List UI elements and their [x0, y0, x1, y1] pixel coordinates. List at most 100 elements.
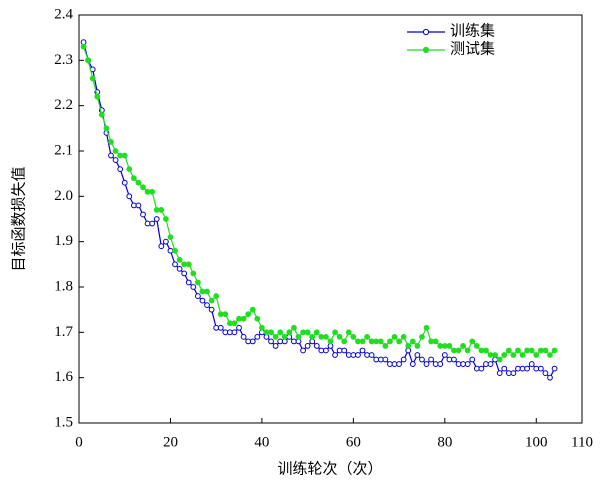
data-point — [126, 193, 133, 200]
y-tick-label: 2.0 — [54, 188, 73, 204]
data-point — [194, 293, 201, 299]
data-point — [217, 324, 224, 331]
data-point — [167, 234, 174, 241]
data-point — [204, 302, 210, 309]
data-point — [89, 75, 96, 82]
data-point — [350, 333, 357, 340]
data-point — [240, 315, 247, 322]
data-point — [199, 297, 206, 304]
data-point — [149, 220, 156, 227]
data-point — [414, 343, 421, 349]
y-tick-label: 2.4 — [54, 6, 73, 22]
data-point — [437, 361, 444, 367]
data-point — [259, 324, 265, 331]
data-point — [409, 361, 416, 367]
x-tick-label: 100 — [525, 434, 548, 450]
data-point — [98, 111, 105, 118]
data-point — [158, 243, 165, 250]
data-point — [382, 356, 389, 363]
data-point — [519, 352, 526, 358]
data-point — [181, 270, 188, 277]
data-point — [249, 306, 256, 313]
data-point — [492, 352, 499, 358]
data-point — [327, 338, 334, 345]
data-point — [304, 329, 311, 336]
legend-label: 测试集 — [450, 40, 495, 57]
data-point — [400, 333, 407, 340]
data-point — [176, 256, 183, 263]
data-point — [245, 311, 252, 318]
data-point — [355, 352, 361, 358]
data-point — [528, 347, 535, 354]
data-point — [341, 347, 348, 354]
data-point — [510, 370, 517, 377]
data-point — [515, 347, 521, 354]
data-point — [135, 202, 142, 209]
data-point — [537, 365, 544, 372]
data-point — [528, 361, 535, 367]
data-point — [172, 247, 178, 254]
data-point — [501, 352, 508, 358]
data-point — [391, 333, 398, 340]
x-tick-label: 20 — [163, 434, 178, 450]
data-point — [313, 343, 320, 349]
data-point — [190, 284, 197, 290]
data-point — [194, 279, 201, 286]
data-point — [400, 356, 407, 363]
x-tick-label: 60 — [346, 434, 361, 450]
data-point — [455, 347, 462, 354]
data-point — [222, 311, 229, 318]
y-tick-label: 1.9 — [54, 233, 73, 249]
data-point — [432, 338, 439, 345]
data-point — [359, 347, 366, 354]
data-point — [240, 333, 247, 340]
data-point — [112, 157, 119, 163]
data-point — [368, 352, 375, 358]
series-line — [83, 46, 555, 361]
data-point — [359, 338, 366, 345]
data-point — [323, 333, 329, 340]
y-tick-label: 1.5 — [54, 414, 73, 430]
data-point — [419, 356, 425, 363]
y-tick-label: 1.6 — [54, 369, 73, 385]
x-tick-label: 0 — [75, 434, 83, 450]
legend-label: 训练集 — [450, 22, 495, 39]
y-tick-label: 1.7 — [54, 324, 73, 340]
data-point — [524, 365, 531, 372]
data-point — [496, 356, 503, 363]
data-point — [254, 333, 261, 340]
data-point — [547, 374, 553, 381]
data-point — [176, 265, 183, 272]
data-point — [309, 333, 316, 340]
data-point — [80, 43, 87, 50]
data-point — [190, 270, 197, 277]
data-point — [496, 370, 503, 377]
data-point — [158, 207, 165, 213]
data-point — [332, 352, 338, 358]
x-tick-label: 40 — [254, 434, 269, 450]
data-point — [364, 333, 370, 340]
data-point — [291, 324, 297, 331]
data-point — [204, 288, 210, 295]
data-point — [277, 329, 284, 336]
data-point — [478, 365, 485, 372]
data-point — [377, 338, 384, 345]
data-point — [162, 216, 169, 222]
data-point — [441, 352, 448, 358]
y-axis-label: 目标函数损失值 — [10, 166, 27, 271]
data-point — [121, 152, 128, 159]
data-point — [336, 333, 343, 340]
data-point — [208, 306, 215, 313]
data-point — [483, 347, 489, 354]
data-point — [172, 261, 178, 268]
data-point — [428, 356, 435, 363]
data-point — [103, 125, 110, 132]
data-point — [268, 338, 274, 345]
data-point — [286, 329, 293, 336]
data-point — [140, 184, 146, 191]
data-point — [551, 365, 558, 372]
data-point — [130, 175, 137, 182]
data-point — [185, 261, 192, 268]
data-point — [126, 166, 133, 173]
